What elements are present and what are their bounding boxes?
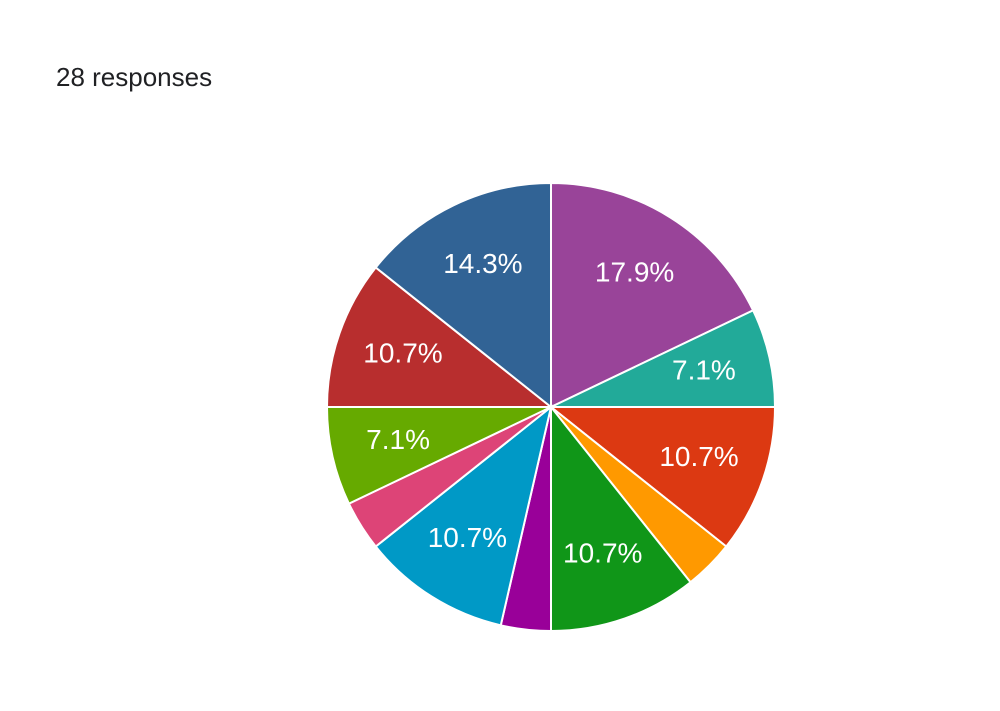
slice-label: 17.9% (595, 257, 674, 288)
pie-slice (374, 181, 552, 410)
slice-label: 10.7% (659, 441, 738, 472)
pie-slice (325, 406, 552, 505)
slice-label: 7.1% (672, 355, 736, 386)
slice-label: 10.7% (363, 338, 442, 369)
slice-label: 14.3% (443, 248, 522, 279)
pie-slice (325, 266, 554, 408)
pie-slice (550, 404, 692, 633)
pie-slice (548, 406, 777, 548)
pie-slice (550, 309, 777, 408)
slice-label: 10.7% (428, 522, 507, 553)
slice-label: 10.7% (563, 537, 642, 568)
pie-slice (550, 181, 755, 409)
slice-label: 7.1% (366, 424, 430, 455)
response-count: 28 responses (56, 62, 212, 92)
pie-slice (374, 404, 553, 627)
